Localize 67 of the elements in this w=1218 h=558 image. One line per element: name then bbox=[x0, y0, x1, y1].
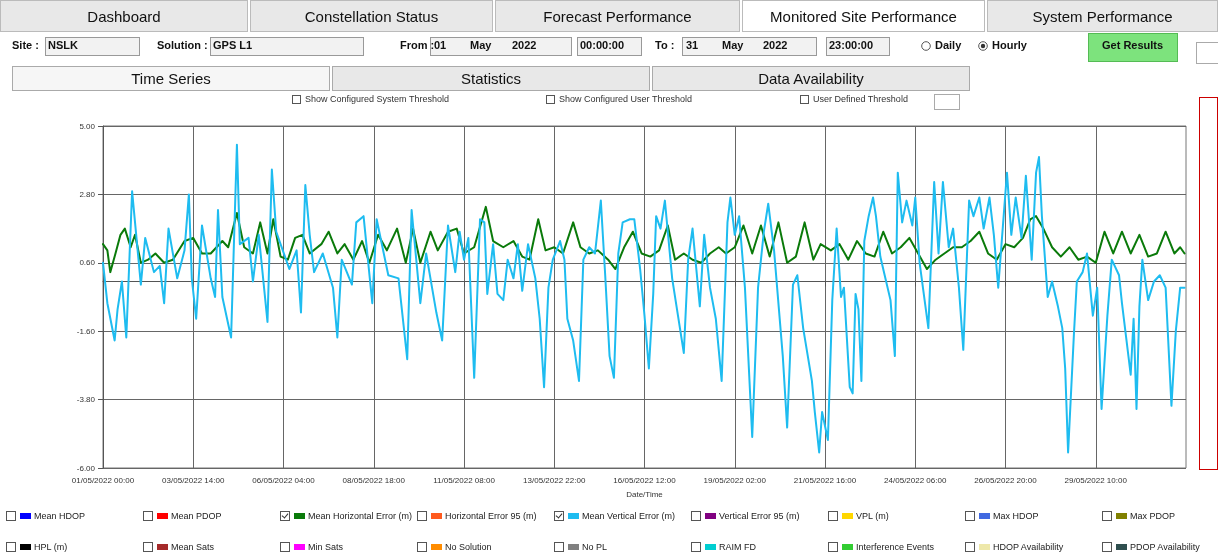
y-tick-label: -1.60 bbox=[76, 326, 96, 336]
text: Show Configured User Threshold bbox=[558, 94, 692, 104]
text: May bbox=[470, 39, 492, 51]
text: Dashboard bbox=[0, 0, 248, 32]
text: Hourly bbox=[992, 39, 1027, 51]
x-tick-label: 24/05/2022 06:00 bbox=[884, 475, 947, 485]
x-tick-label: 13/05/2022 22:00 bbox=[523, 475, 586, 485]
line-series bbox=[102, 205, 1186, 274]
x-tick-label: 01/05/2022 00:00 bbox=[71, 475, 135, 485]
legend-label: RAIM FD bbox=[718, 542, 757, 552]
text: 00:00:00 bbox=[580, 39, 625, 51]
x-tick-label: 21/05/2022 16:00 bbox=[793, 475, 857, 485]
text: NSLK bbox=[48, 39, 78, 51]
legend-label: No PL bbox=[581, 542, 608, 552]
text: Daily bbox=[935, 39, 962, 51]
legend-label: Mean Sats bbox=[170, 542, 216, 552]
legend-label: No Solution bbox=[444, 542, 493, 552]
text: May bbox=[722, 39, 744, 51]
x-tick-label: 19/05/2022 02:00 bbox=[703, 475, 767, 485]
x-tick-label: 03/05/2022 14:00 bbox=[162, 475, 225, 485]
text: GPS L1 bbox=[213, 39, 253, 51]
legend-label: HPL (m) bbox=[33, 542, 69, 552]
legend-label: Max HDOP bbox=[992, 511, 1040, 521]
y-tick-label: 0.60 bbox=[79, 258, 96, 268]
legend-label: Horizontal Error 95 (m) bbox=[444, 511, 538, 521]
y-tick-label: -6.00 bbox=[76, 463, 96, 473]
text: From : bbox=[400, 39, 435, 51]
text: To : bbox=[655, 39, 675, 51]
text: Site : bbox=[12, 39, 39, 51]
x-tick-label: 29/05/2022 10:00 bbox=[1064, 475, 1128, 485]
text: System Performance bbox=[987, 0, 1218, 32]
legend-label: Vertical Error 95 (m) bbox=[718, 511, 801, 521]
x-axis-title: Date/Time bbox=[626, 489, 664, 499]
text: Show Configured System Threshold bbox=[304, 94, 449, 104]
legend-label: Mean PDOP bbox=[170, 511, 223, 521]
text: Get Results bbox=[1102, 39, 1164, 51]
legend-label: VPL (m) bbox=[855, 511, 890, 521]
text: Statistics bbox=[332, 66, 650, 91]
x-tick-label: 26/05/2022 20:00 bbox=[974, 475, 1038, 485]
text: User Defined Threshold bbox=[812, 94, 908, 104]
legend-label: PDOP Availability bbox=[1129, 542, 1201, 552]
legend-label: Mean Horizontal Error (m) bbox=[307, 511, 414, 521]
y-tick-label: 2.80 bbox=[79, 189, 96, 199]
x-tick-label: 16/05/2022 12:00 bbox=[613, 475, 677, 485]
text: 23:00:00 bbox=[829, 39, 874, 51]
legend-label: Mean Vertical Error (m) bbox=[581, 511, 677, 521]
y-tick-label: -3.80 bbox=[76, 395, 96, 405]
legend-label: Max PDOP bbox=[1129, 511, 1176, 521]
text: Solution : bbox=[157, 39, 208, 51]
x-tick-label: 06/05/2022 04:00 bbox=[252, 475, 316, 485]
text: Time Series bbox=[12, 66, 330, 91]
text: Constellation Status bbox=[250, 0, 493, 32]
text: 31 bbox=[686, 39, 699, 51]
line-series bbox=[102, 143, 1186, 454]
legend-label: HDOP Availability bbox=[992, 542, 1065, 552]
text: Forecast Performance bbox=[495, 0, 740, 32]
text: 2022 bbox=[512, 39, 537, 51]
legend-label: Interference Events bbox=[855, 542, 936, 552]
text: Monitored Site Performance bbox=[742, 0, 985, 32]
x-tick-label: 11/05/2022 08:00 bbox=[433, 475, 496, 485]
text: 2022 bbox=[763, 39, 788, 51]
x-tick-label: 08/05/2022 18:00 bbox=[342, 475, 406, 485]
text: 01 bbox=[434, 39, 447, 51]
legend-label: Min Sats bbox=[307, 542, 344, 552]
legend-label: Mean HDOP bbox=[33, 511, 87, 521]
y-tick-label: 5.00 bbox=[79, 121, 96, 131]
text: Data Availability bbox=[652, 66, 970, 91]
